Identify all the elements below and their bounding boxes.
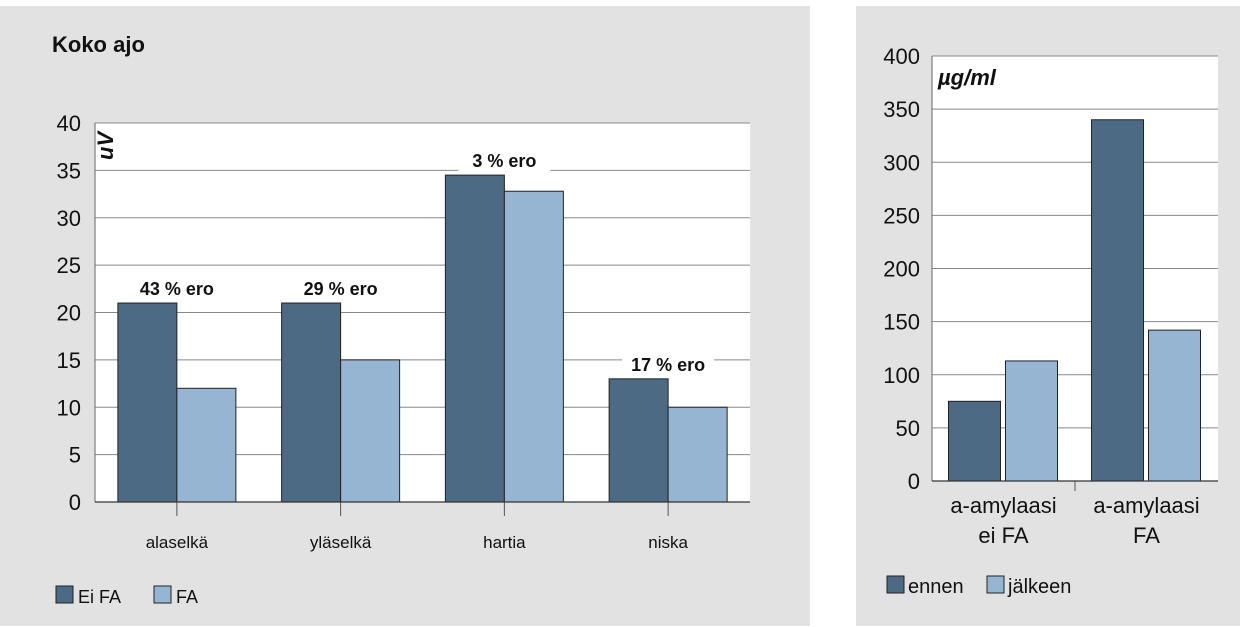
left-bar-ei-fa-3 [608, 378, 669, 503]
left-legend-swatch-0 [55, 585, 74, 604]
right-bar-ennen-0 [948, 400, 1001, 482]
right-plot-area: 0 50 100 150 200 250 300 350 400 µg/ml a-amylaasi e… [883, 44, 1218, 598]
right-y-tick-200: 200 [883, 257, 920, 282]
left-y-tick-40: 40 [57, 111, 81, 136]
left-y-tick-10: 10 [57, 395, 81, 420]
right-y-tick-350: 350 [883, 97, 920, 122]
right-x-category-label: a-amylaasi [950, 493, 1056, 518]
left-y-tick-20: 20 [57, 301, 81, 326]
left-annotation-bg-1 [294, 276, 387, 301]
left-annotation-label: 29 % ero [304, 279, 378, 299]
right-y-tick-150: 150 [883, 310, 920, 335]
right-x-category-label: a-amylaasi [1093, 493, 1199, 518]
left-bar-fa-3 [667, 406, 728, 503]
left-x-category-label: hartia [483, 533, 526, 552]
left-bar-ei-fa-2 [444, 174, 505, 503]
left-y-tick-5: 5 [69, 443, 81, 468]
left-y-tick-15: 15 [57, 348, 81, 373]
left-annotation-bg-0 [130, 276, 223, 301]
right-legend-label: jälkeen [1007, 576, 1071, 598]
left-annotation-bg-3 [622, 351, 715, 376]
left-annotation-label: 3 % ero [472, 151, 536, 171]
right-y-tick-300: 300 [883, 150, 920, 175]
left-annotation-label: 43 % ero [140, 279, 214, 299]
left-x-category-label: yläselkä [310, 533, 372, 552]
left-bar-ei-fa-1 [281, 302, 342, 503]
right-legend-label: ennen [908, 576, 964, 598]
right-x-category-label: ei FA [978, 523, 1028, 548]
right-legend-swatch-1 [986, 575, 1005, 594]
right-y-unit-label: µg/ml [937, 65, 997, 90]
right-x-category-label: FA [1133, 523, 1160, 548]
left-y-tick-0: 0 [69, 490, 81, 515]
left-bar-fa-0 [176, 387, 237, 503]
right-bar-jälkeen-0 [1005, 360, 1058, 482]
left-bar-fa-2 [503, 190, 564, 503]
left-y-unit-label: uV [93, 130, 118, 160]
right-bar-jälkeen-1 [1148, 329, 1201, 482]
left-legend-label: FA [176, 587, 198, 607]
left-y-tick-25: 25 [57, 253, 81, 278]
left-y-tick-30: 30 [57, 206, 81, 231]
right-y-tick-50: 50 [896, 416, 920, 441]
right-y-tick-400: 400 [883, 44, 920, 69]
left-plot-area: 0 5 10 15 20 25 30 35 40 uV alaselkä 43 % ero yläsel… [55, 111, 750, 607]
right-y-tick-100: 100 [883, 363, 920, 388]
right-y-tick-250: 250 [883, 203, 920, 228]
left-annotation-label: 17 % ero [631, 355, 705, 375]
left-chart-title: Koko ajo [52, 32, 145, 57]
left-x-category-label: niska [648, 533, 688, 552]
left-bar-fa-1 [340, 359, 401, 503]
left-legend-swatch-1 [153, 585, 172, 604]
left-x-category-label: alaselkä [146, 533, 209, 552]
right-y-tick-0: 0 [908, 469, 920, 494]
right-bar-ennen-1 [1091, 119, 1144, 482]
left-legend-label: Ei FA [78, 587, 121, 607]
right-unit-bg [936, 62, 1016, 92]
left-bar-ei-fa-0 [117, 302, 178, 503]
right-legend-swatch-0 [886, 575, 905, 594]
left-annotation-bg-2 [458, 148, 551, 173]
left-y-tick-35: 35 [57, 158, 81, 183]
